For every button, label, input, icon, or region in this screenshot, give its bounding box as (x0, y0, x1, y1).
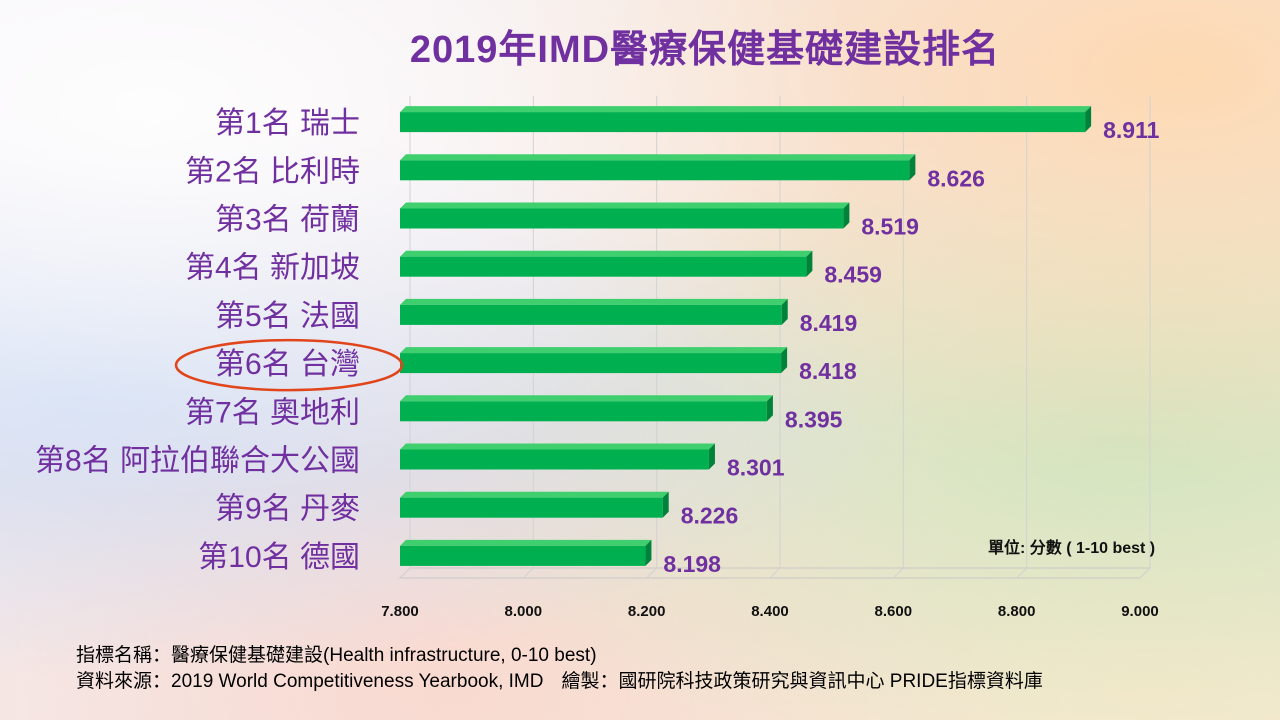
bar (400, 539, 652, 566)
category-label: 第2名 比利時 (185, 155, 360, 188)
value-label: 8.911 (1103, 117, 1159, 143)
bar-side-face (781, 298, 788, 325)
bar-top-face (400, 298, 788, 305)
x-tick-label: 9.000 (1121, 603, 1159, 620)
bar-side-face (662, 491, 669, 518)
x-tick-label: 8.200 (628, 603, 666, 620)
bar-side-face (909, 154, 916, 181)
bar (400, 395, 773, 422)
value-label: 8.198 (663, 551, 721, 577)
bar-front-face (400, 112, 1086, 133)
bar-front-face (400, 353, 782, 374)
category-label: 第8名 阿拉伯聯合大公國 (35, 445, 360, 478)
chart-title: 2019年IMD醫療保健基礎建設排名 (409, 29, 1001, 71)
bar (400, 347, 788, 374)
bar-front-face (400, 545, 646, 566)
bar-side-face (766, 395, 773, 422)
value-label: 8.459 (824, 262, 882, 288)
bar (400, 250, 813, 277)
x-tick-label: 8.000 (505, 603, 543, 620)
category-label: 第3名 荷蘭 (215, 204, 360, 237)
category-label: 第5名 法國 (215, 300, 360, 333)
gridline-floor (1016, 567, 1028, 579)
bar-front-face (400, 304, 782, 325)
bar-side-face (1085, 106, 1092, 133)
category-label: 第4名 新加坡 (185, 252, 360, 285)
chart-bars (400, 106, 1092, 566)
compiled-value: 國研院科技政策研究與資訊中心 PRIDE指標資料庫 (618, 671, 1043, 692)
bar-front-face (400, 208, 844, 229)
source-label: 資料來源： (76, 671, 172, 692)
bar (400, 202, 850, 229)
bar (400, 443, 715, 470)
highlight-layer (174, 338, 404, 392)
footer-source: 資料來源：2019 World Competitiveness Yearbook… (76, 666, 1043, 693)
bar-side-face (645, 539, 652, 566)
value-label: 8.419 (800, 310, 858, 336)
indicator-label: 指標名稱： (76, 645, 172, 666)
bar-front-face (400, 401, 767, 422)
bar-top-face (400, 154, 916, 161)
value-labels: 8.911 8.626 8.519 8.459 8.419 8.418 8.3958.301… (663, 117, 1159, 577)
gridline-floor (646, 567, 658, 579)
bar-side-face (781, 347, 788, 374)
bar-side-face (806, 250, 813, 277)
value-label: 8.626 (927, 165, 985, 191)
bar-top-face (400, 202, 850, 209)
bar-front-face (400, 256, 807, 277)
indicator-value: 醫療保健基礎建設(Health infrastructure, 0-10 bes… (171, 645, 597, 666)
gridline-floor (892, 567, 904, 579)
gridline-floor (522, 567, 534, 579)
bar (400, 298, 788, 325)
category-label: 第10名 德國 (198, 541, 360, 574)
category-label: 第9名 丹麥 (215, 493, 360, 526)
bar-top-face (400, 443, 715, 450)
x-tick-label: 7.800 (381, 603, 419, 620)
gridline-floor (399, 567, 411, 579)
bar-front-face (400, 497, 663, 518)
value-label: 8.301 (727, 455, 785, 481)
bar-top-face (400, 395, 773, 402)
bar-side-face (843, 202, 850, 229)
value-label: 8.226 (681, 503, 739, 529)
highlight-ellipse (174, 338, 404, 392)
bar (400, 154, 916, 181)
value-label: 8.395 (785, 406, 843, 432)
bar-front-face (400, 160, 910, 181)
bar-top-face (400, 347, 788, 354)
bar-top-face (400, 106, 1092, 113)
footer-indicator: 指標名稱：醫療保健基礎建設(Health infrastructure, 0-1… (76, 640, 597, 667)
x-axis-tick-labels: 7.800 8.000 8.200 8.400 8.600 8.800 9.000 (381, 603, 1159, 620)
bar-top-face (400, 491, 669, 498)
x-tick-label: 8.800 (998, 603, 1036, 620)
unit-note: 單位: 分數 ( 1-10 best ) (988, 540, 1156, 557)
bar-side-face (708, 443, 715, 470)
x-tick-label: 8.400 (751, 603, 789, 620)
value-label: 8.418 (799, 358, 857, 384)
bar-front-face (400, 449, 709, 470)
x-tick-label: 8.600 (875, 603, 913, 620)
gridline-floor (1139, 567, 1151, 579)
bar (400, 106, 1092, 133)
bar (400, 491, 669, 518)
value-label: 8.519 (861, 214, 919, 240)
gridline-floor (769, 567, 781, 579)
source-value: 2019 World Competitiveness Yearbook, IMD (171, 671, 544, 692)
category-label: 第7名 奧地利 (185, 396, 360, 429)
bar-top-face (400, 539, 652, 546)
category-label: 第1名 瑞士 (215, 107, 360, 140)
category-label: 第6名 台灣 (215, 348, 360, 381)
compiled-label: 繪製： (561, 671, 619, 692)
bar-top-face (400, 250, 813, 257)
